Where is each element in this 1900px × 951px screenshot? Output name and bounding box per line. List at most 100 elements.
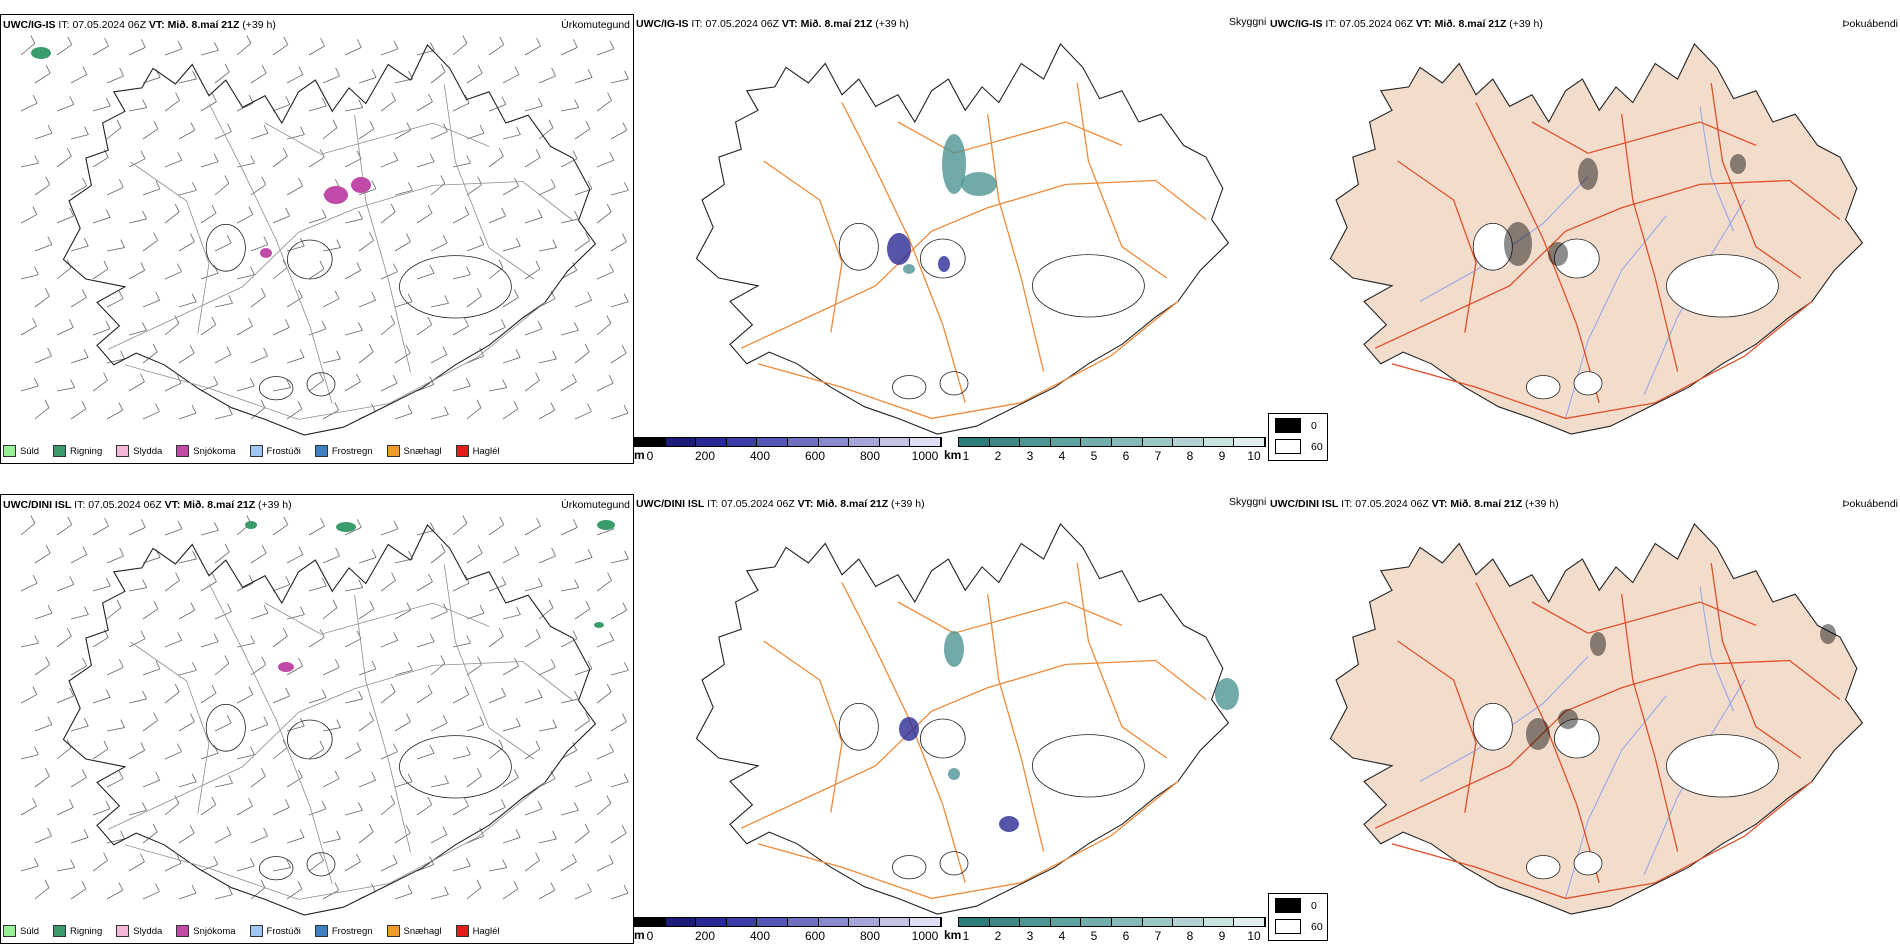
legend-item: Slydda — [116, 925, 168, 937]
wind-barb — [574, 351, 590, 364]
wind-barb-flag — [153, 712, 158, 721]
wind-barb-flag — [250, 155, 255, 164]
wind-barb-flag — [444, 295, 449, 304]
colorbar-tick-label: 2 — [994, 449, 1002, 463]
road-line — [1374, 179, 1841, 349]
wind-barb — [34, 244, 52, 252]
fog-legend-label: 0 — [1311, 899, 1317, 912]
legend-item: Frostúði — [249, 445, 307, 457]
fog-index-panel-row2: UWC/DINI ISL IT: 07.05.2024 06Z VT: Mið.… — [1268, 494, 1900, 944]
wind-barb-flag — [226, 714, 232, 724]
wind-barb-flag — [116, 119, 122, 128]
wind-barb-flag — [502, 859, 508, 868]
wind-barb-flag — [263, 716, 269, 725]
road-line — [1475, 102, 1600, 403]
wind-barb — [488, 387, 507, 392]
wind-barb — [394, 721, 411, 732]
wind-barb-flag — [479, 347, 484, 357]
wind-barb-flag — [299, 237, 305, 247]
precip-type-panel-row1: UWC/IG-IS IT: 07.05.2024 06Z VT: Mið. 8.… — [0, 14, 634, 464]
wind-barb — [128, 381, 145, 392]
panel-title: Þokuábendi — [1842, 18, 1898, 30]
wind-barb — [430, 131, 448, 140]
wind-barb — [106, 75, 124, 84]
wind-barb — [538, 607, 554, 620]
colorbar-tick-label: 1 — [962, 449, 970, 463]
wind-barb-flag — [320, 37, 325, 47]
glacier-outline — [1031, 734, 1145, 798]
colorbar-bin — [910, 438, 941, 446]
wind-barb-flag — [572, 262, 578, 271]
legend-swatch — [314, 445, 328, 457]
wind-barb-flag — [356, 853, 361, 862]
legend-label: Slydda — [133, 925, 163, 937]
wind-barb-flag — [47, 604, 53, 614]
wind-barb — [20, 582, 38, 592]
wind-barb-flag — [34, 635, 39, 644]
wind-barb — [106, 247, 125, 252]
wind-barb-flag — [224, 655, 230, 664]
wind-barb-flag — [192, 662, 197, 671]
fog-legend-swatch — [1275, 439, 1301, 454]
colorbar-bin — [1142, 918, 1174, 926]
glacier-outline — [398, 735, 512, 799]
road-line — [1076, 562, 1168, 759]
wind-barb-flag — [369, 120, 375, 130]
wind-barb-flag — [551, 547, 556, 557]
wind-barb-flag — [152, 823, 158, 833]
wind-barb — [538, 358, 557, 364]
wind-barb — [560, 861, 577, 872]
low-visibility-area — [938, 256, 950, 272]
wind-barb-flag — [552, 719, 558, 728]
legend-item: Slydda — [116, 445, 168, 457]
wind-barb — [20, 523, 36, 536]
wind-barb-flag — [177, 632, 183, 641]
wind-barb-flag — [261, 656, 267, 665]
wind-barb-flag — [104, 517, 109, 527]
panel-title: Úrkomutegund — [561, 19, 630, 31]
wind-barb — [20, 805, 37, 816]
wind-barb — [178, 241, 195, 252]
wind-barb-flag — [393, 520, 399, 530]
wind-barb-flag — [298, 66, 304, 75]
wind-barb — [466, 184, 482, 196]
wind-barb-flag — [407, 404, 413, 414]
wind-barb-flag — [142, 322, 147, 331]
wind-barb-flag — [444, 886, 449, 895]
wind-barb — [20, 865, 39, 872]
wind-barb — [20, 274, 39, 280]
wind-barb — [344, 861, 361, 872]
wind-barb — [488, 327, 506, 336]
wind-barb-flag — [500, 799, 506, 808]
glacier-outline — [205, 704, 246, 752]
wind-barb — [596, 751, 614, 760]
fog-area — [1526, 718, 1550, 750]
wind-barb-flag — [191, 404, 197, 414]
model-name: UWC/DINI ISL — [636, 498, 705, 510]
wind-barb-flag — [319, 372, 324, 381]
wind-barb — [142, 668, 161, 676]
wind-barb — [322, 247, 341, 252]
legend-label: Súld — [20, 445, 40, 457]
wind-barb — [380, 639, 398, 648]
wind-barb-flag — [211, 205, 217, 214]
wind-barb — [488, 155, 504, 168]
wind-barb — [358, 299, 376, 308]
wind-barb-flag — [442, 346, 448, 355]
wind-barb — [466, 72, 483, 84]
wind-barb — [142, 128, 159, 140]
wind-barb — [164, 639, 182, 648]
wind-barb — [250, 775, 266, 788]
colorbar-bin — [959, 918, 990, 926]
wind-barb-flag — [574, 579, 580, 588]
wind-barb-flag — [499, 627, 504, 637]
wind-barb — [452, 102, 470, 112]
wind-barb — [574, 299, 592, 308]
colorbar-bin — [1020, 438, 1051, 446]
wind-barb — [236, 325, 253, 336]
wind-barb-flag — [105, 800, 111, 810]
wind-barb — [416, 49, 435, 56]
wind-barb-flag — [81, 289, 87, 298]
wind-barb — [466, 407, 482, 420]
wind-barb — [596, 382, 614, 392]
